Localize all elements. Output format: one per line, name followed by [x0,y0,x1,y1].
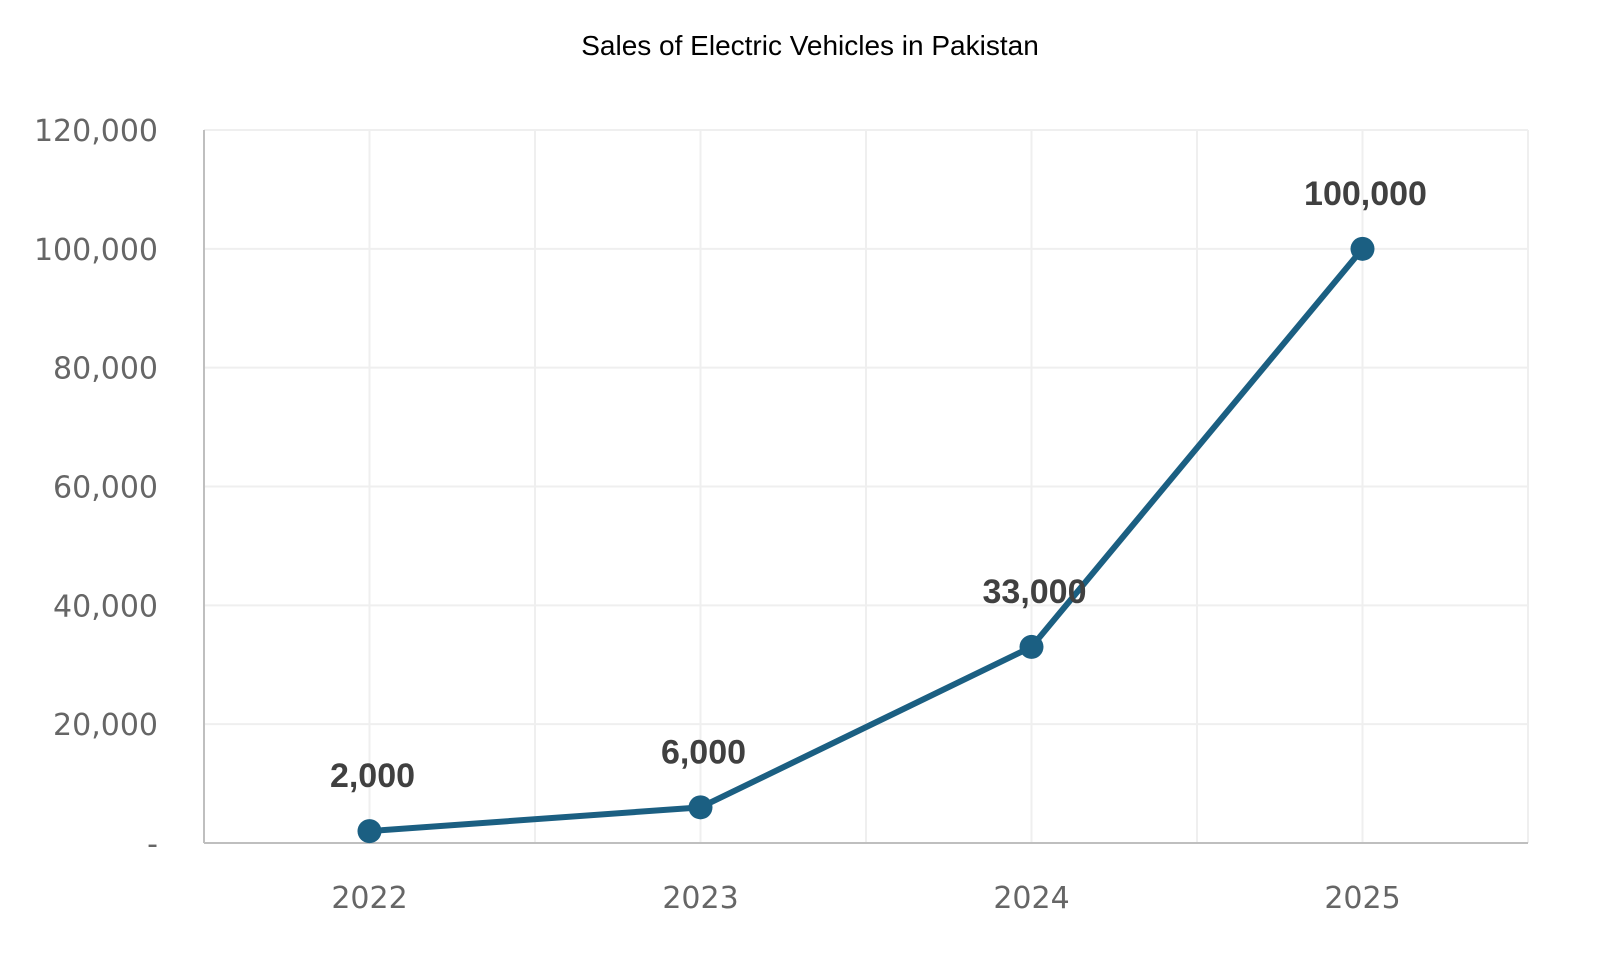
y-tick-label: 80,000 [53,352,158,387]
y-tick-label: 60,000 [53,471,158,506]
y-tick-label: 40,000 [53,589,158,624]
data-label: 33,000 [983,573,1087,611]
data-point [357,819,382,844]
data-point [688,795,713,820]
data-label: 6,000 [661,733,746,771]
data-point [1350,236,1375,261]
x-tick-label: 2024 [993,881,1069,916]
x-tick-label: 2022 [331,881,407,916]
data-point [1019,634,1044,659]
y-tick-label: 120,000 [34,114,158,149]
series-line [369,246,1365,835]
data-label: 100,000 [1304,175,1427,213]
y-tick-label: 20,000 [53,708,158,743]
x-tick-label: 2025 [1324,881,1400,916]
data-label: 2,000 [330,757,415,795]
y-tick-label: - [147,827,158,862]
chart-title: Sales of Electric Vehicles in Pakistan [581,30,1039,61]
y-tick-label: 100,000 [34,233,158,268]
x-tick-label: 2023 [662,881,738,916]
